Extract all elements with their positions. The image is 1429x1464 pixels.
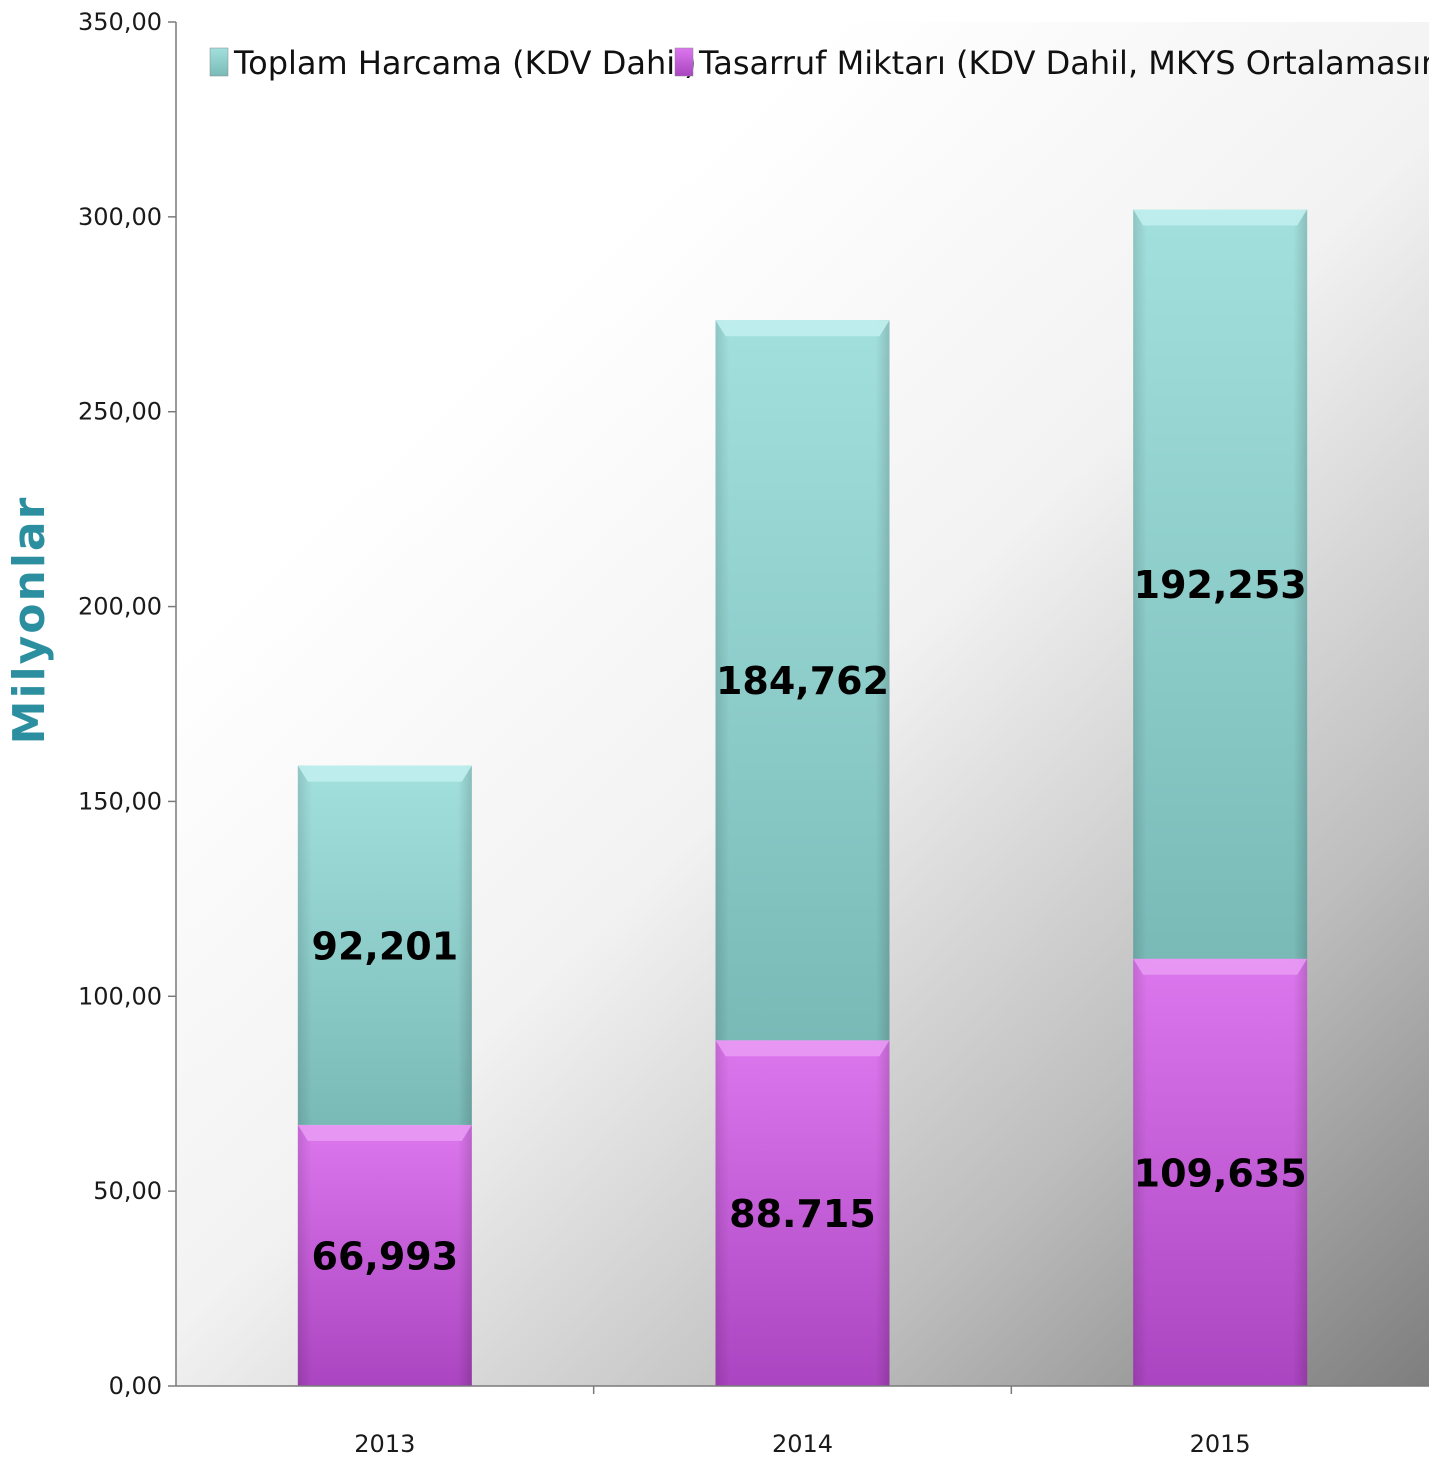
x-tick-label: 2014 <box>772 1430 833 1458</box>
y-tick-label: 50,00 <box>93 1177 162 1205</box>
legend-label: Toplam Harcama (KDV Dahil) <box>233 44 697 82</box>
bar-shading <box>715 320 890 1041</box>
bar-bevel <box>715 320 890 337</box>
bar-bevel <box>1133 209 1308 226</box>
labels-layer: 66,993 92,201 88.715 184,762 109,635 192,253 <box>312 563 1307 1278</box>
data-label: 88.715 <box>729 1192 876 1236</box>
x-tick-label: 2015 <box>1190 1430 1251 1458</box>
y-tick-label: 250,00 <box>78 398 162 426</box>
bar-bevel <box>297 1124 472 1141</box>
y-tick-label: 100,00 <box>78 982 162 1010</box>
legend-swatch <box>674 47 694 77</box>
y-tick-label: 300,00 <box>78 203 162 231</box>
bars-layer <box>297 209 1308 1386</box>
bar-shading <box>715 1040 890 1386</box>
data-label: 66,993 <box>312 1234 459 1278</box>
bar-bevel <box>715 1040 890 1057</box>
legend-label: Tasarruf Miktarı (KDV Dahil, MKYS Ortala… <box>698 44 1429 82</box>
bar-shading <box>297 765 472 1125</box>
y-tick-label: 350,00 <box>78 8 162 36</box>
legend-swatch <box>209 47 229 77</box>
x-tick-label: 2013 <box>354 1430 415 1458</box>
bar-bevel <box>297 765 472 782</box>
y-tick-label: 0,00 <box>109 1372 162 1400</box>
y-tick-label: 150,00 <box>78 787 162 815</box>
data-label: 192,253 <box>1134 563 1307 607</box>
data-label: 92,201 <box>312 924 459 968</box>
bar-shading <box>1133 209 1308 959</box>
y-axis-title: Milyonlar <box>4 496 55 745</box>
y-tick-label: 200,00 <box>78 593 162 621</box>
bar-bevel <box>1133 958 1308 975</box>
bar-shading <box>297 1124 472 1386</box>
data-label: 109,635 <box>1134 1151 1307 1195</box>
legend: Toplam Harcama (KDV Dahil) Tasarruf Mikta… <box>209 44 1429 82</box>
bar-shading <box>1133 958 1308 1386</box>
data-label: 184,762 <box>716 659 889 703</box>
axes-layer: 0,00 50,00 100,00 150,00 200,00 250,00 300,00 3… <box>78 8 1429 1458</box>
